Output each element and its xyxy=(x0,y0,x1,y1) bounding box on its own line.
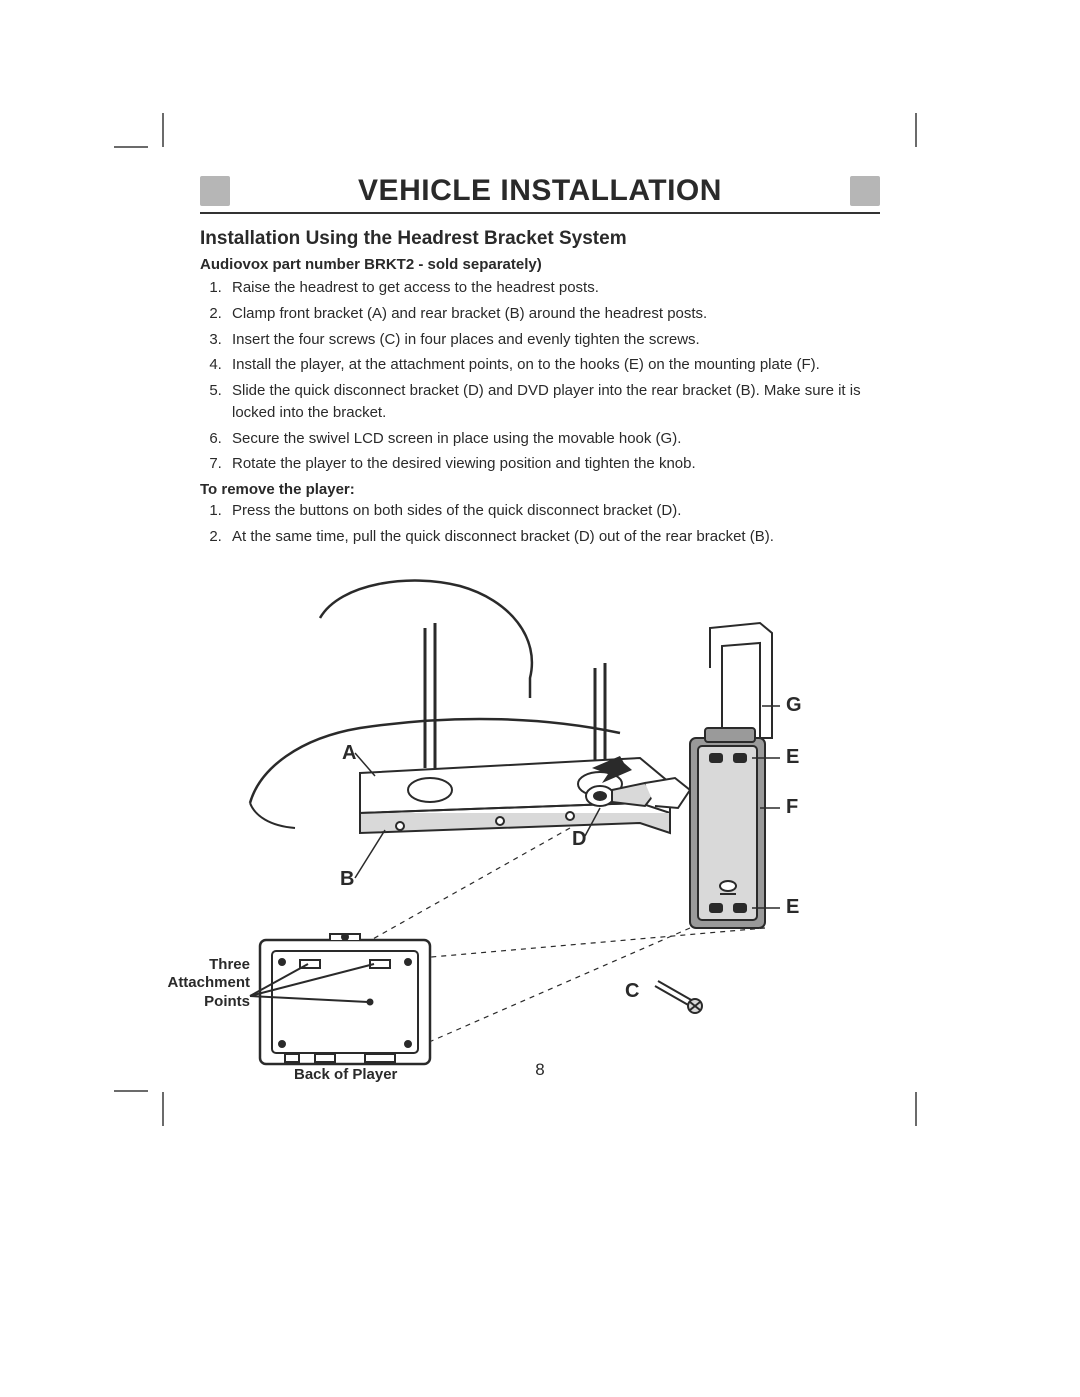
install-steps: Raise the headrest to get access to the … xyxy=(200,277,880,475)
remove-header: To remove the player: xyxy=(200,481,880,498)
remove-step: At the same time, pull the quick disconn… xyxy=(226,526,880,548)
callout-b: B xyxy=(340,868,354,891)
callout-d: D xyxy=(572,828,586,851)
remove-steps: Press the buttons on both sides of the q… xyxy=(200,500,880,548)
attach-l1: Three xyxy=(209,956,250,973)
remove-step: Press the buttons on both sides of the q… xyxy=(226,500,880,522)
install-step: Insert the four screws (C) in four place… xyxy=(226,329,880,351)
page-number: 8 xyxy=(0,1060,1080,1080)
cropmark xyxy=(114,146,148,148)
part-number-note: Audiovox part number BRKT2 - sold separa… xyxy=(200,256,880,273)
cropmark xyxy=(162,1092,164,1126)
page: VEHICLE INSTALLATION Installation Using … xyxy=(0,0,1080,1397)
installation-diagram: A B C D E E F G Three Attachment Points … xyxy=(200,568,880,1088)
attachment-points-label: Three Attachment Points xyxy=(160,956,250,1012)
cropmark xyxy=(162,113,164,147)
install-step: Raise the headrest to get access to the … xyxy=(226,277,880,299)
callout-e-top: E xyxy=(786,746,799,769)
attach-l2: Attachment xyxy=(167,974,250,991)
callout-a: A xyxy=(342,742,356,765)
install-step: Install the player, at the attachment po… xyxy=(226,354,880,376)
cropmark xyxy=(915,1092,917,1126)
callout-g: G xyxy=(786,694,802,717)
install-step: Secure the swivel LCD screen in place us… xyxy=(226,428,880,450)
cropmark xyxy=(114,1090,148,1092)
page-title: VEHICLE INSTALLATION xyxy=(230,174,850,208)
callout-e-bottom: E xyxy=(786,896,799,919)
content-area: VEHICLE INSTALLATION Installation Using … xyxy=(200,174,880,1088)
attach-l3: Points xyxy=(204,993,250,1010)
install-step: Rotate the player to the desired viewing… xyxy=(226,453,880,475)
callout-c: C xyxy=(625,980,639,1003)
header-ornament-left xyxy=(200,176,230,206)
header-ornament-right xyxy=(850,176,880,206)
install-step: Slide the quick disconnect bracket (D) a… xyxy=(226,380,880,424)
callout-f: F xyxy=(786,796,798,819)
cropmark xyxy=(915,113,917,147)
subsection-title: Installation Using the Headrest Bracket … xyxy=(200,228,880,250)
section-header: VEHICLE INSTALLATION xyxy=(200,174,880,214)
install-step: Clamp front bracket (A) and rear bracket… xyxy=(226,303,880,325)
